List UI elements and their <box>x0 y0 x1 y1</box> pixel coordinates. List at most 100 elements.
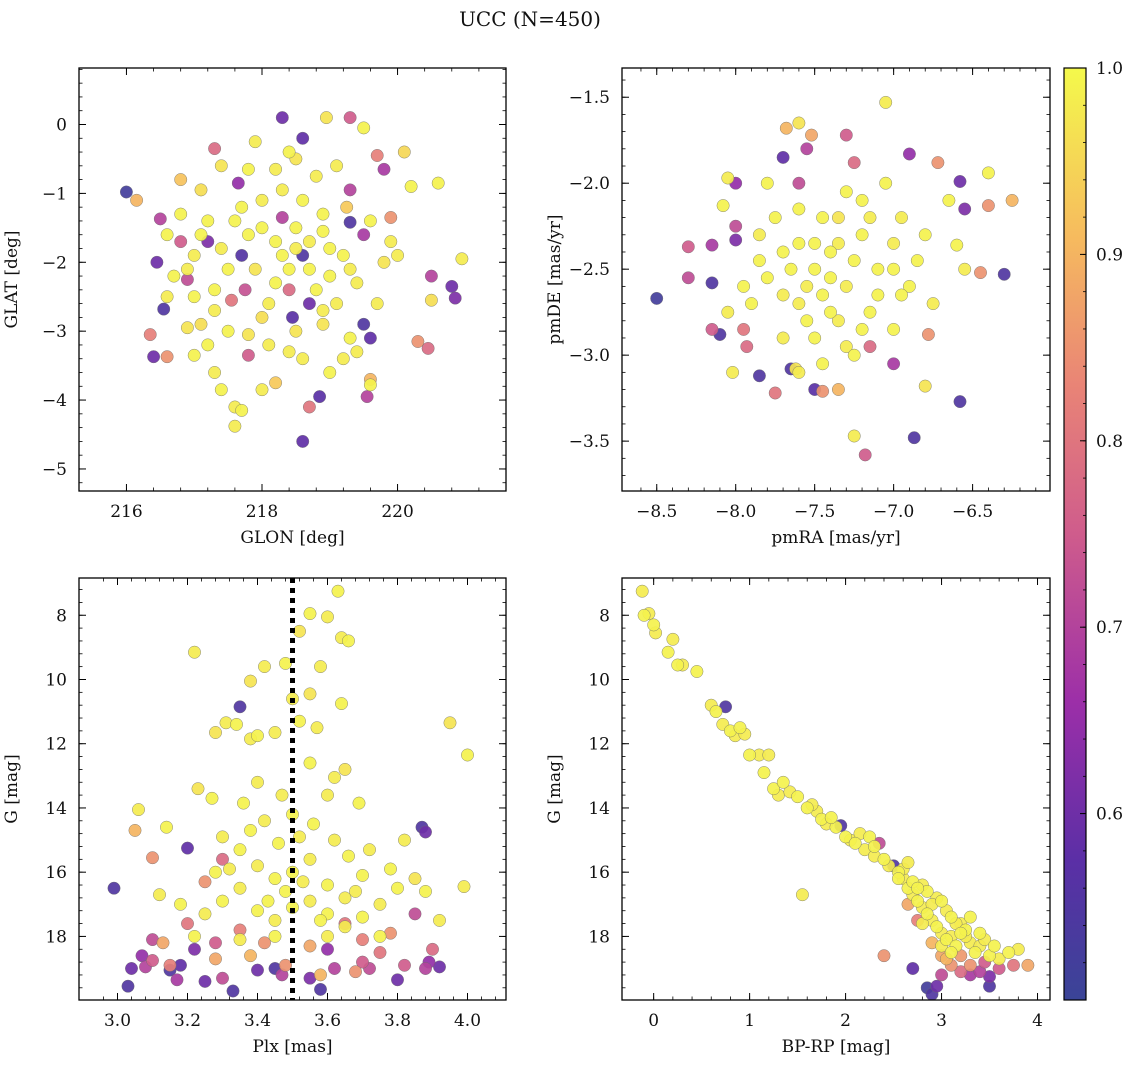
data-point <box>776 245 790 259</box>
data-point <box>313 390 326 403</box>
colorbar-tick-label: 0.6 <box>1096 805 1123 825</box>
y-tick-label: −5 <box>42 460 67 480</box>
data-point <box>170 973 184 987</box>
data-point <box>906 962 920 975</box>
y-tick-label: 8 <box>56 606 67 626</box>
data-point <box>286 310 299 324</box>
x-axis-label: GLON [deg] <box>240 528 344 548</box>
x-ticks: −8.5 −8.0 −7.5 −7.0 −6.5 <box>636 68 1037 522</box>
x-tick-label: −8.5 <box>636 502 677 522</box>
x-tick-label: 3.2 <box>174 1011 201 1031</box>
data-point <box>349 885 362 898</box>
data-point <box>316 207 330 221</box>
data-point <box>187 348 201 362</box>
data-point <box>791 790 804 804</box>
data-point <box>760 176 774 190</box>
y-tick-label: −2.5 <box>569 260 610 280</box>
y-tick-label: 10 <box>588 670 610 690</box>
data-point <box>261 894 275 908</box>
data-point <box>160 290 174 304</box>
data-point <box>816 384 829 398</box>
data-point <box>824 811 838 824</box>
data-point <box>944 910 958 924</box>
data-point <box>323 269 337 283</box>
data-point <box>289 324 303 338</box>
data-point <box>241 228 255 242</box>
data-point <box>421 341 435 355</box>
data-point <box>321 878 334 892</box>
data-point <box>816 357 829 371</box>
data-point <box>321 942 334 956</box>
data-point <box>208 366 222 379</box>
data-point <box>331 584 345 598</box>
data-point <box>316 317 330 331</box>
data-point <box>963 910 977 924</box>
x-tick-label: 4.0 <box>454 1011 481 1031</box>
data-point <box>360 390 374 403</box>
y-tick-label: 12 <box>45 735 67 755</box>
y-ticks: 8 10 12 14 16 18 <box>45 589 506 989</box>
data-point <box>419 962 432 975</box>
data-point <box>209 936 222 950</box>
data-point <box>792 116 806 130</box>
data-point <box>282 262 296 276</box>
data-point <box>384 211 398 224</box>
data-point <box>241 328 255 341</box>
data-point <box>321 610 334 624</box>
data-point <box>255 221 269 235</box>
data-point <box>887 322 900 336</box>
data-point <box>314 914 327 927</box>
data-point <box>163 958 177 972</box>
data-point <box>174 207 188 221</box>
data-point <box>244 824 257 837</box>
data-point <box>216 830 229 844</box>
data-point <box>779 121 793 135</box>
data-point <box>373 897 387 911</box>
y-tick-label: −1 <box>42 184 67 204</box>
data-point <box>275 111 289 125</box>
data-point <box>233 843 247 857</box>
data-point <box>188 645 201 659</box>
data-point <box>963 958 977 972</box>
x-tick-label: 216 <box>110 502 142 522</box>
data-point <box>1002 946 1016 959</box>
x-axis-label: pmRA [mas/yr] <box>771 528 900 548</box>
data-point <box>235 248 249 262</box>
data-point <box>800 314 814 328</box>
x-ticks: 0 1 2 3 4 <box>648 578 1043 1031</box>
data-point <box>705 276 719 290</box>
x-tick-label: 218 <box>246 502 278 522</box>
data-point <box>855 228 869 242</box>
data-point <box>726 365 739 379</box>
data-point <box>330 297 343 310</box>
data-point <box>408 872 422 885</box>
data-point <box>792 236 806 250</box>
data-point <box>307 817 320 831</box>
data-point <box>342 634 355 648</box>
data-point <box>302 262 316 276</box>
points <box>107 584 474 998</box>
data-point <box>931 156 945 170</box>
data-point <box>349 965 362 979</box>
data-point <box>338 763 352 776</box>
data-point <box>357 317 371 331</box>
data-point <box>363 843 376 857</box>
data-point <box>918 228 932 242</box>
data-point <box>321 788 334 802</box>
data-point <box>191 782 205 796</box>
data-point <box>863 305 877 319</box>
data-point <box>940 933 953 946</box>
data-point <box>824 245 837 259</box>
data-point <box>816 211 829 225</box>
data-point <box>255 383 269 397</box>
data-point <box>681 271 695 285</box>
data-point <box>737 279 750 293</box>
colorbar-ticks: 0.6 0.7 0.8 0.9 1.0 <box>1080 59 1123 964</box>
colorbar-tick-label: 0.8 <box>1096 432 1123 452</box>
data-point <box>705 238 719 252</box>
data-point <box>839 128 853 142</box>
data-point <box>289 242 303 255</box>
data-point <box>370 297 384 310</box>
data-point <box>303 756 317 770</box>
data-point <box>255 193 269 207</box>
